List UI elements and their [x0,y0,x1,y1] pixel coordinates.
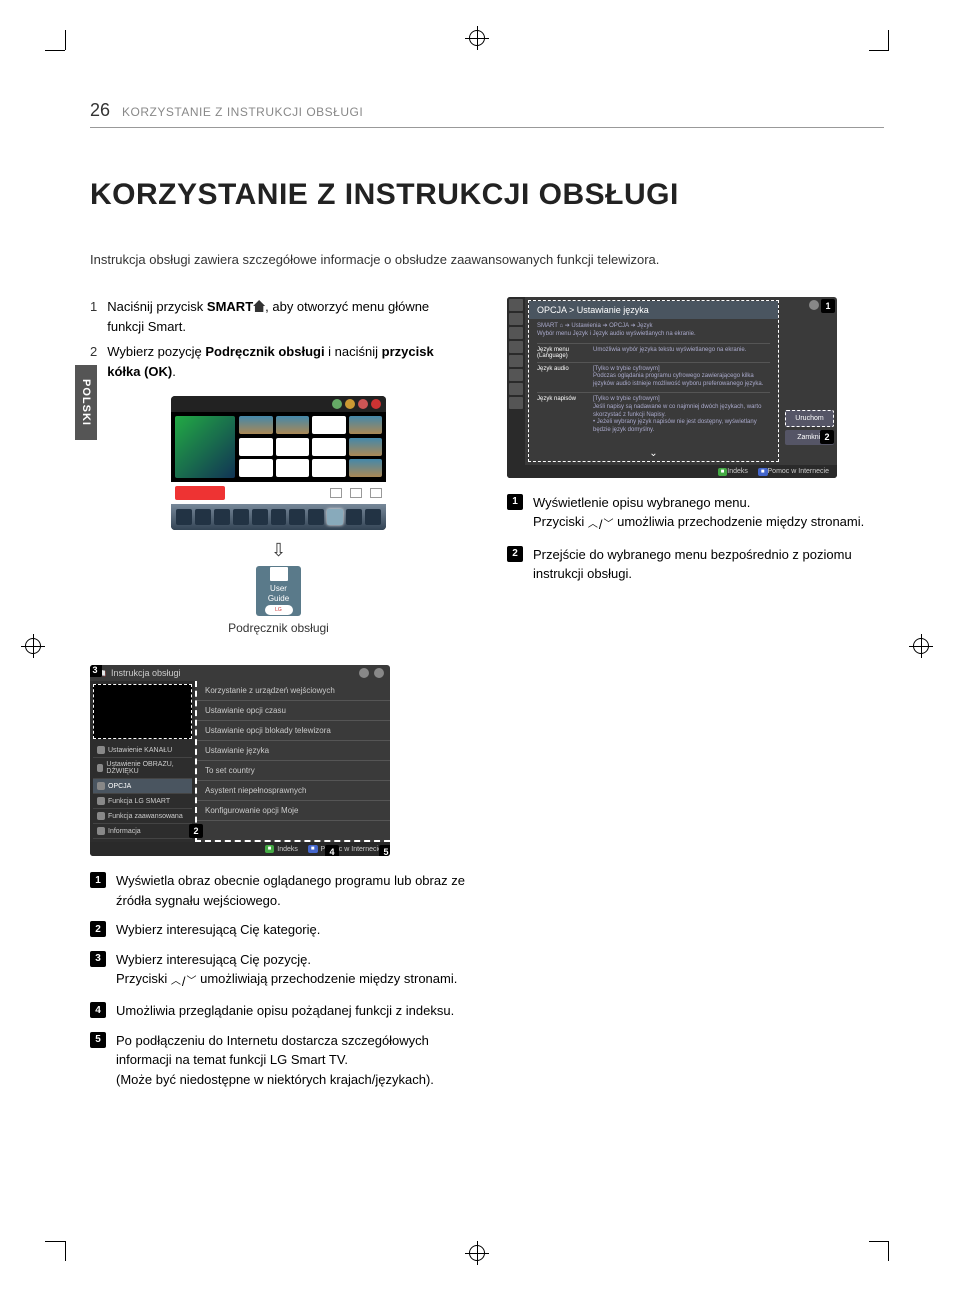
legend-left: 1Wyświetla obraz obecnie oglądanego prog… [90,871,467,1089]
manual-list-screenshot: 📖 Instrukcja obsługi 1 Ustawienie KANAŁU… [90,665,390,856]
minimize-icon [359,668,369,678]
steps-list: 1 Naciśnij przycisk SMART, aby otworzyć … [90,297,467,381]
language-tab: POLSKI [75,365,97,440]
legend-item: 2Wybierz interesującą Cię kategorię. [90,920,467,940]
option-row: Język napisów[Tylko w trybie cyfrowym] J… [537,392,770,438]
manual-topic: Ustawianie opcji czasu [197,701,390,721]
close-icon [374,668,384,678]
manual-main: 3 Korzystanie z urządzeń wejściowychUsta… [195,681,390,842]
manual-topic: Korzystanie z urządzeń wejściowych [197,681,390,701]
guide-caption: Podręcznik obsługi [90,621,467,635]
breadcrumb: OPCJA > Ustawianie języka [529,301,778,319]
callout-4: 4 [325,845,339,856]
page-number: 26 [90,100,110,121]
legend-item: 1Wyświetla obraz obecnie oglądanego prog… [90,871,467,910]
callout-r2: 2 [820,430,834,444]
sidebar-item: Ustawienie OBRAZU, DŹWIĘKU [93,758,192,779]
preview-area: 1 [93,684,192,739]
manual-topic: Asystent niepełnosprawnych [197,781,390,801]
arrow-down-icon: ⇩ [90,540,467,561]
tv-preview [175,416,235,478]
lg-apps-logo [175,486,225,500]
run-button: Uruchom [785,410,834,427]
option-row: Język audio[Tylko w trybie cyfrowym] Pod… [537,362,770,392]
chevron-down-icon: ⌄ [529,446,778,461]
sidebar-item: Informacja [93,824,192,839]
legend-item: 1Wyświetlenie opisu wybranego menu. Przy… [507,493,884,535]
home-icon [253,300,265,312]
user-guide-icon: User Guide LG [256,566,301,616]
manual-sidebar: 1 Ustawienie KANAŁUUstawienie OBRAZU, DŹ… [90,681,195,842]
detail-panel: OPCJA > Ustawianie języka SMART ⌂ ➔ Usta… [528,300,779,462]
app-grid [239,416,382,478]
sidebar-item: OPCJA [93,779,192,794]
callout-3: 3 [90,665,102,677]
manual-topic: Ustawianie języka [197,741,390,761]
dock [171,504,386,530]
sidebar-item: Ustawienie KANAŁU [93,743,192,758]
main-heading: KORZYSTANIE Z INSTRUKCJI OBSŁUGI [90,178,884,212]
option-detail-screenshot: OPCJA > Ustawianie języka SMART ⌂ ➔ Usta… [507,297,837,478]
smart-menu-screenshot [171,396,386,530]
manual-topic: To set country [197,761,390,781]
legend-item: 5Po podłączeniu do Internetu dostarcza s… [90,1031,467,1090]
callout-r1: 1 [821,299,835,313]
option-row: Język menu (Language)Umożliwia wybór jęz… [537,343,770,362]
tv-topbar [171,396,386,412]
step-2: 2 Wybierz pozycję Podręcznik obsługi i n… [90,342,467,381]
manual-topic: Ustawianie opcji blokady telewizora [197,721,390,741]
step-1: 1 Naciśnij przycisk SMART, aby otworzyć … [90,297,467,336]
legend-right: 1Wyświetlenie opisu wybranego menu. Przy… [507,493,884,584]
intro-text: Instrukcja obsługi zawiera szczegółowe i… [90,252,884,267]
sidebar-item: Funkcja zaawansowana [93,809,192,824]
manual-topic: Konfigurowanie opcji Moje [197,801,390,821]
sidebar-item: Funkcja LG SMART [93,794,192,809]
callout-5: 5 [379,845,390,856]
legend-item: 4Umożliwia przeglądanie opisu pożądanej … [90,1001,467,1021]
callout-2: 2 [189,824,203,838]
header-title: KORZYSTANIE Z INSTRUKCJI OBSŁUGI [122,105,363,119]
legend-item: 3Wybierz interesującą Cię pozycję. Przyc… [90,950,467,992]
thumb-rail [507,297,525,465]
page-header: 26 KORZYSTANIE Z INSTRUKCJI OBSŁUGI [90,100,884,128]
legend-item: 2Przejście do wybranego menu bezpośredni… [507,545,884,584]
